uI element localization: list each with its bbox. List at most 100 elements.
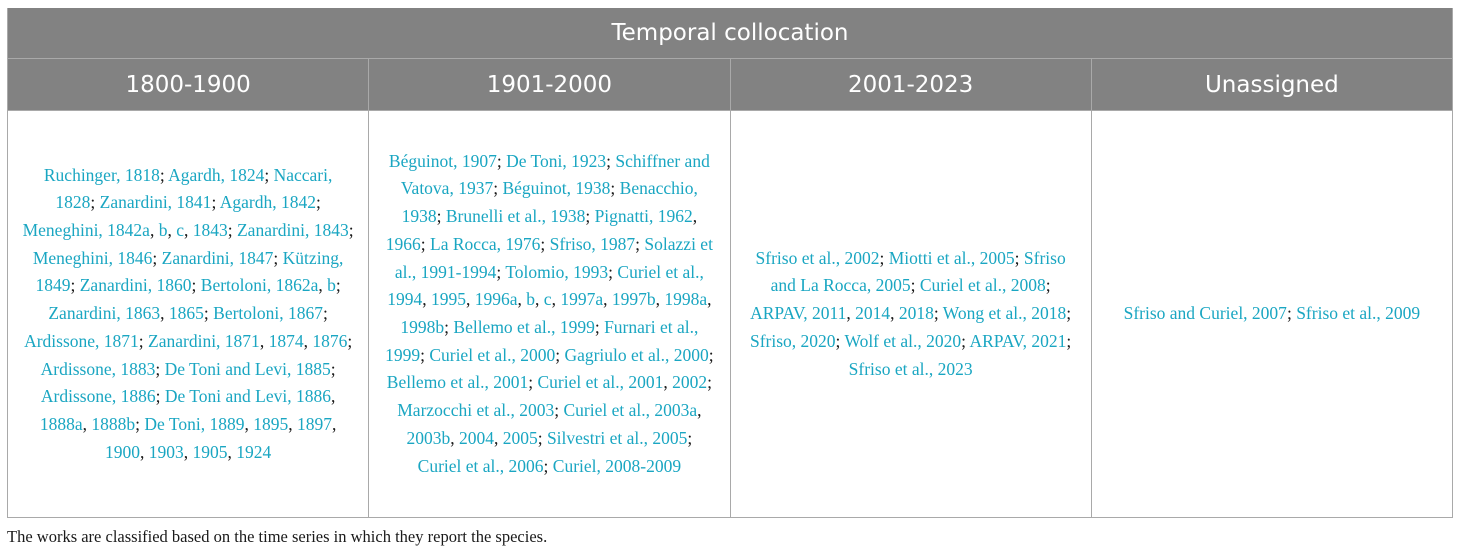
citation-link[interactable]: Zanardini, 1841: [99, 192, 212, 213]
citation-link[interactable]: 2014: [855, 303, 891, 324]
citation-link[interactable]: De Toni and Levi, 1886: [164, 386, 331, 407]
citation-link[interactable]: Sfriso, 2020: [749, 330, 836, 351]
citation-link[interactable]: 2005: [502, 427, 538, 448]
citation-link[interactable]: b: [327, 275, 336, 296]
citation-link[interactable]: Bellemo et al., 1999: [453, 317, 595, 337]
citation-link[interactable]: Ruchinger, 1818: [43, 164, 160, 185]
citation-link[interactable]: Curiel et al., 2008: [919, 275, 1046, 296]
citation-link[interactable]: 1905: [192, 441, 228, 462]
citation-link[interactable]: 1900: [105, 441, 140, 462]
citation-link[interactable]: Zanardini, 1871: [148, 330, 260, 351]
citation-link[interactable]: Schiffner and Vatova, 1937: [400, 150, 710, 199]
citation-link[interactable]: Curiel et al., 2001: [537, 372, 664, 393]
citation-separator: ;: [155, 358, 165, 379]
citation-link[interactable]: 1888b: [91, 413, 136, 434]
citation-separator: ;: [70, 275, 80, 296]
citation-link[interactable]: ARPAV, 2021: [969, 330, 1067, 351]
citation-link[interactable]: Wong et al., 2018: [942, 303, 1067, 324]
citation-link[interactable]: Sfriso et al., 2023: [848, 358, 973, 379]
citation-link[interactable]: Sfriso et al., 2002: [755, 247, 880, 268]
citation-separator: ;: [138, 330, 149, 351]
citation-link[interactable]: Bertoloni, 1862a: [200, 275, 319, 296]
citation-link[interactable]: Curiel et al., 2006: [417, 455, 544, 476]
citation-link[interactable]: 1865: [168, 303, 204, 324]
citation-comma: ,: [466, 289, 475, 310]
citation-link[interactable]: Ardissone, 1886: [40, 386, 156, 407]
citation-link[interactable]: Kützing, 1849: [35, 247, 344, 296]
citation-comma: ,: [149, 220, 159, 241]
citation-link[interactable]: De Toni, 1923: [506, 150, 607, 171]
citation-link[interactable]: Curiel et al., 2003a: [563, 400, 698, 421]
citation-link[interactable]: b: [158, 220, 168, 241]
citation-link[interactable]: 1895: [253, 413, 289, 434]
citation-link[interactable]: De Toni, 1889: [144, 413, 245, 434]
citation-link[interactable]: 1924: [236, 441, 272, 462]
citation-comma: ,: [692, 206, 698, 227]
citation-link[interactable]: Béguinot, 1907: [388, 150, 497, 171]
citation-link[interactable]: Sfriso et al., 2009: [1296, 303, 1421, 324]
citation-link[interactable]: Bertoloni, 1867: [213, 303, 323, 324]
citation-link[interactable]: Curiel, 2008-2009: [552, 455, 682, 476]
citation-link[interactable]: Benacchio, 1938: [401, 178, 698, 227]
citation-link[interactable]: 1903: [148, 441, 184, 462]
citation-link[interactable]: Naccari, 1828: [55, 164, 333, 213]
citation-link[interactable]: Zanardini, 1847: [161, 247, 274, 268]
citation-link[interactable]: Silvestri et al., 2005: [546, 427, 688, 448]
citation-link[interactable]: Zanardini, 1860: [79, 275, 192, 296]
citation-link[interactable]: Sfriso, 1987: [549, 233, 636, 254]
citation-link[interactable]: 1843: [192, 220, 228, 241]
citation-link[interactable]: 1995: [431, 289, 466, 310]
citation-link[interactable]: 1996a: [474, 289, 518, 310]
citation-comma: ,: [227, 441, 237, 462]
citation-separator: ;: [543, 455, 553, 476]
citation-link[interactable]: Meneghini, 1842a: [22, 220, 150, 241]
citation-link[interactable]: Sfriso and La Rocca, 2005: [770, 247, 1066, 296]
citation-link[interactable]: Zanardini, 1863: [48, 303, 161, 324]
citation-link[interactable]: 2003b: [406, 427, 451, 448]
citation-link[interactable]: 2018: [898, 303, 934, 324]
citation-link[interactable]: Bellemo et al., 2001: [386, 372, 529, 393]
citation-link[interactable]: 1888a: [39, 413, 83, 434]
citation-link[interactable]: Miotti et al., 2005: [888, 247, 1015, 268]
table-footnote: The works are classified based on the ti…: [7, 527, 548, 546]
citation-link[interactable]: Tolomio, 1993: [505, 261, 609, 282]
citation-link[interactable]: De Toni and Levi, 1885: [164, 358, 331, 379]
citation-link[interactable]: Ardissone, 1883: [40, 358, 156, 379]
citation-link[interactable]: Gagriulo et al., 2000: [564, 344, 709, 365]
citation-link[interactable]: Solazzi et al., 1991-1994: [394, 233, 713, 282]
citation-link[interactable]: Ardissone, 1871: [24, 330, 139, 351]
citation-link[interactable]: c: [543, 289, 552, 310]
citation-link[interactable]: La Rocca, 1976: [430, 233, 541, 254]
citation-link[interactable]: b: [526, 289, 536, 310]
citation-link[interactable]: 1897: [296, 413, 332, 434]
citation-link[interactable]: 1997b: [611, 289, 656, 310]
citation-link[interactable]: 1966: [385, 233, 421, 254]
column-header-1800-1900: 1800-1900: [6, 58, 370, 111]
citation-link[interactable]: Zanardini, 1843: [236, 220, 349, 241]
citation-link[interactable]: 1874: [268, 330, 304, 351]
citation-link[interactable]: 1998b: [400, 317, 445, 337]
table-row: Ruchinger, 1818; Agardh, 1824; Naccari, …: [6, 110, 1454, 518]
citation-link[interactable]: c: [176, 220, 184, 241]
citation-link[interactable]: Sfriso and Curiel, 2007: [1123, 303, 1287, 324]
citation-link[interactable]: Marzocchi et al., 2003: [397, 400, 555, 421]
citation-link[interactable]: ARPAV, 2011: [750, 303, 847, 324]
citation-separator: ;: [323, 303, 328, 324]
citation-link[interactable]: Meneghini, 1846: [32, 247, 153, 268]
citation-link[interactable]: 2004: [458, 427, 494, 448]
citation-comma: ,: [303, 330, 313, 351]
citation-link[interactable]: Curiel et al., 1994: [387, 261, 704, 310]
citation-link[interactable]: 1998a: [664, 289, 708, 310]
citation-link[interactable]: 1876: [312, 330, 348, 351]
citation-link[interactable]: Furnari et al., 1999: [385, 317, 699, 365]
citation-link[interactable]: Wolf et al., 2020: [844, 330, 962, 351]
citation-link[interactable]: Béguinot, 1938: [502, 178, 611, 199]
citation-link[interactable]: 1997a: [560, 289, 604, 310]
citation-link[interactable]: Brunelli et al., 1938: [445, 206, 586, 227]
citation-link[interactable]: Agardh, 1842: [219, 192, 316, 213]
citation-separator: ;: [152, 247, 162, 268]
citation-link[interactable]: Agardh, 1824: [168, 164, 265, 185]
citation-link[interactable]: 2002: [672, 372, 708, 393]
citation-link[interactable]: Pignatti, 1962: [594, 206, 693, 227]
citation-link[interactable]: Curiel et al., 2000: [429, 344, 556, 365]
